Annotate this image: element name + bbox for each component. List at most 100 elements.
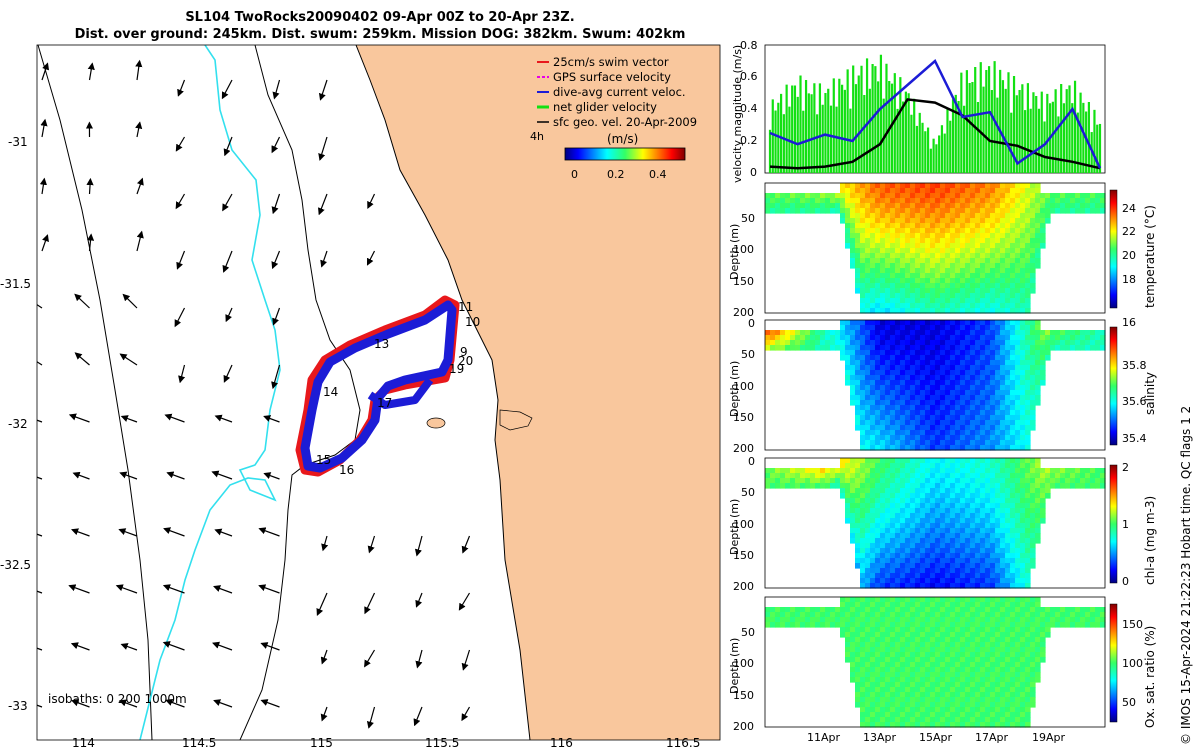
section-cell (845, 208, 851, 214)
section-cell (1005, 612, 1011, 618)
section-cell (890, 602, 896, 608)
section-cell (925, 198, 931, 204)
section-cell (820, 203, 826, 209)
section-cell (840, 597, 846, 603)
section-cell (840, 483, 846, 489)
section-cell (955, 518, 961, 524)
section-cell (910, 483, 916, 489)
section-cell (920, 288, 926, 294)
section-cell (1005, 258, 1011, 264)
section-cell (920, 213, 926, 219)
section-cell (915, 340, 921, 346)
section-cell (985, 415, 991, 421)
section-cell (950, 483, 956, 489)
section-cell (940, 642, 946, 648)
section-cell (965, 652, 971, 658)
section-cell (1055, 622, 1061, 628)
section-cell (1085, 203, 1091, 209)
section-cell (930, 657, 936, 663)
section-cell (875, 203, 881, 209)
section-cell (860, 253, 866, 259)
section-cell (870, 568, 876, 574)
section-cell (895, 548, 901, 554)
section-cell (925, 722, 931, 728)
section-cell (865, 308, 871, 314)
section-cell (945, 330, 951, 336)
section-cell (905, 573, 911, 579)
section-cell (875, 717, 881, 723)
section-cell (900, 518, 906, 524)
section-cell (955, 365, 961, 371)
section-cell (930, 435, 936, 441)
section-cell (885, 478, 891, 484)
section-cell (905, 667, 911, 673)
section-cell (890, 523, 896, 529)
section-cell (965, 528, 971, 534)
section-cell (930, 340, 936, 346)
section-cell (985, 435, 991, 441)
section-cell (870, 440, 876, 446)
section-cell (840, 478, 846, 484)
section-cell (975, 268, 981, 274)
section-cell (915, 193, 921, 199)
section-cell (1000, 583, 1006, 589)
section-cell (940, 652, 946, 658)
section-cell (900, 400, 906, 406)
section-cell (965, 523, 971, 529)
section-cell (955, 528, 961, 534)
section-cell (895, 528, 901, 534)
section-cell (980, 228, 986, 234)
section-cell (1005, 183, 1011, 189)
section-cell (915, 253, 921, 259)
sfc-geo-velocity-line (769, 98, 1101, 170)
section-cell (960, 637, 966, 643)
section-cell (985, 440, 991, 446)
section-cell (1090, 483, 1096, 489)
section-cell (1010, 677, 1016, 683)
section-cell (815, 335, 821, 341)
section-cell (920, 692, 926, 698)
section-cell (990, 468, 996, 474)
section-cell (875, 478, 881, 484)
section-cell (880, 712, 886, 718)
section-cell (1000, 445, 1006, 451)
section-cell (955, 430, 961, 436)
section-cell (890, 697, 896, 703)
section-cell (935, 617, 941, 623)
section-cell (980, 518, 986, 524)
section-cell (870, 183, 876, 189)
section-cell (980, 627, 986, 633)
section-cell (905, 717, 911, 723)
section-cell (865, 223, 871, 229)
section-cell (1005, 298, 1011, 304)
section-cell (1050, 335, 1056, 341)
section-cell (895, 293, 901, 299)
section-cell (965, 498, 971, 504)
section-cell (790, 607, 796, 613)
section-cell (990, 435, 996, 441)
section-cell (900, 473, 906, 479)
velocity-arrow (263, 415, 280, 423)
section-cell (960, 193, 966, 199)
section-cell (920, 563, 926, 569)
section-cell (1025, 203, 1031, 209)
section-cell (965, 563, 971, 569)
section-cell (935, 268, 941, 274)
section-cell (770, 478, 776, 484)
section-cell (915, 632, 921, 638)
section-cell (960, 340, 966, 346)
section-cell (870, 523, 876, 529)
section-cell (965, 602, 971, 608)
section-cell (870, 395, 876, 401)
section-cell (990, 568, 996, 574)
section-cell (995, 597, 1001, 603)
section-cell (1025, 707, 1031, 713)
section-cell (985, 198, 991, 204)
section-cell (970, 518, 976, 524)
section-cell (905, 198, 911, 204)
section-cell (780, 345, 786, 351)
section-cell (905, 268, 911, 274)
section-cell (925, 697, 931, 703)
section-cell (845, 183, 851, 189)
section-cell (1030, 400, 1036, 406)
